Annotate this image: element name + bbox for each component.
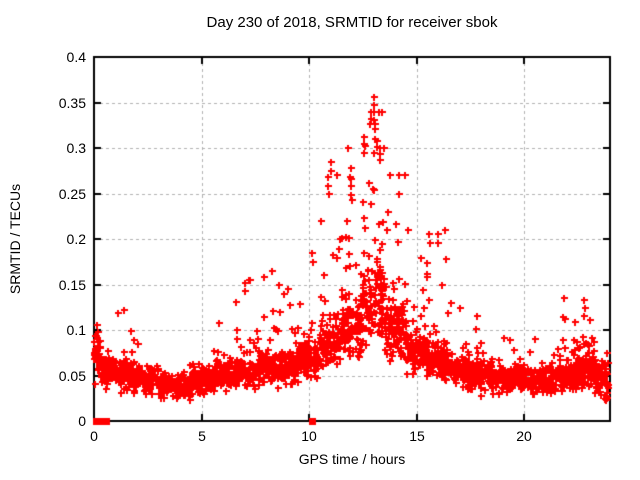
y-tick-label: 0.1 — [66, 322, 86, 338]
x-tick-label: 20 — [516, 428, 532, 444]
y-tick-label: 0.25 — [58, 186, 86, 202]
x-axis-label: GPS time / hours — [298, 451, 406, 467]
x-tick-label: 15 — [409, 428, 425, 444]
y-tick-label: 0.2 — [66, 231, 86, 247]
y-tick-label: 0.4 — [66, 49, 86, 65]
y-tick-label: 0.3 — [66, 140, 86, 156]
y-tick-label: 0.05 — [58, 368, 86, 384]
y-tick-label: 0.35 — [58, 95, 86, 111]
x-tick-label: 10 — [301, 428, 317, 444]
y-tick-label: 0 — [78, 413, 86, 429]
x-tick-label: 5 — [198, 428, 206, 444]
x-tick-label: 0 — [90, 428, 98, 444]
chart-title: Day 230 of 2018, SRMTID for receiver sbo… — [206, 14, 498, 31]
y-tick-label: 0.15 — [58, 277, 86, 293]
